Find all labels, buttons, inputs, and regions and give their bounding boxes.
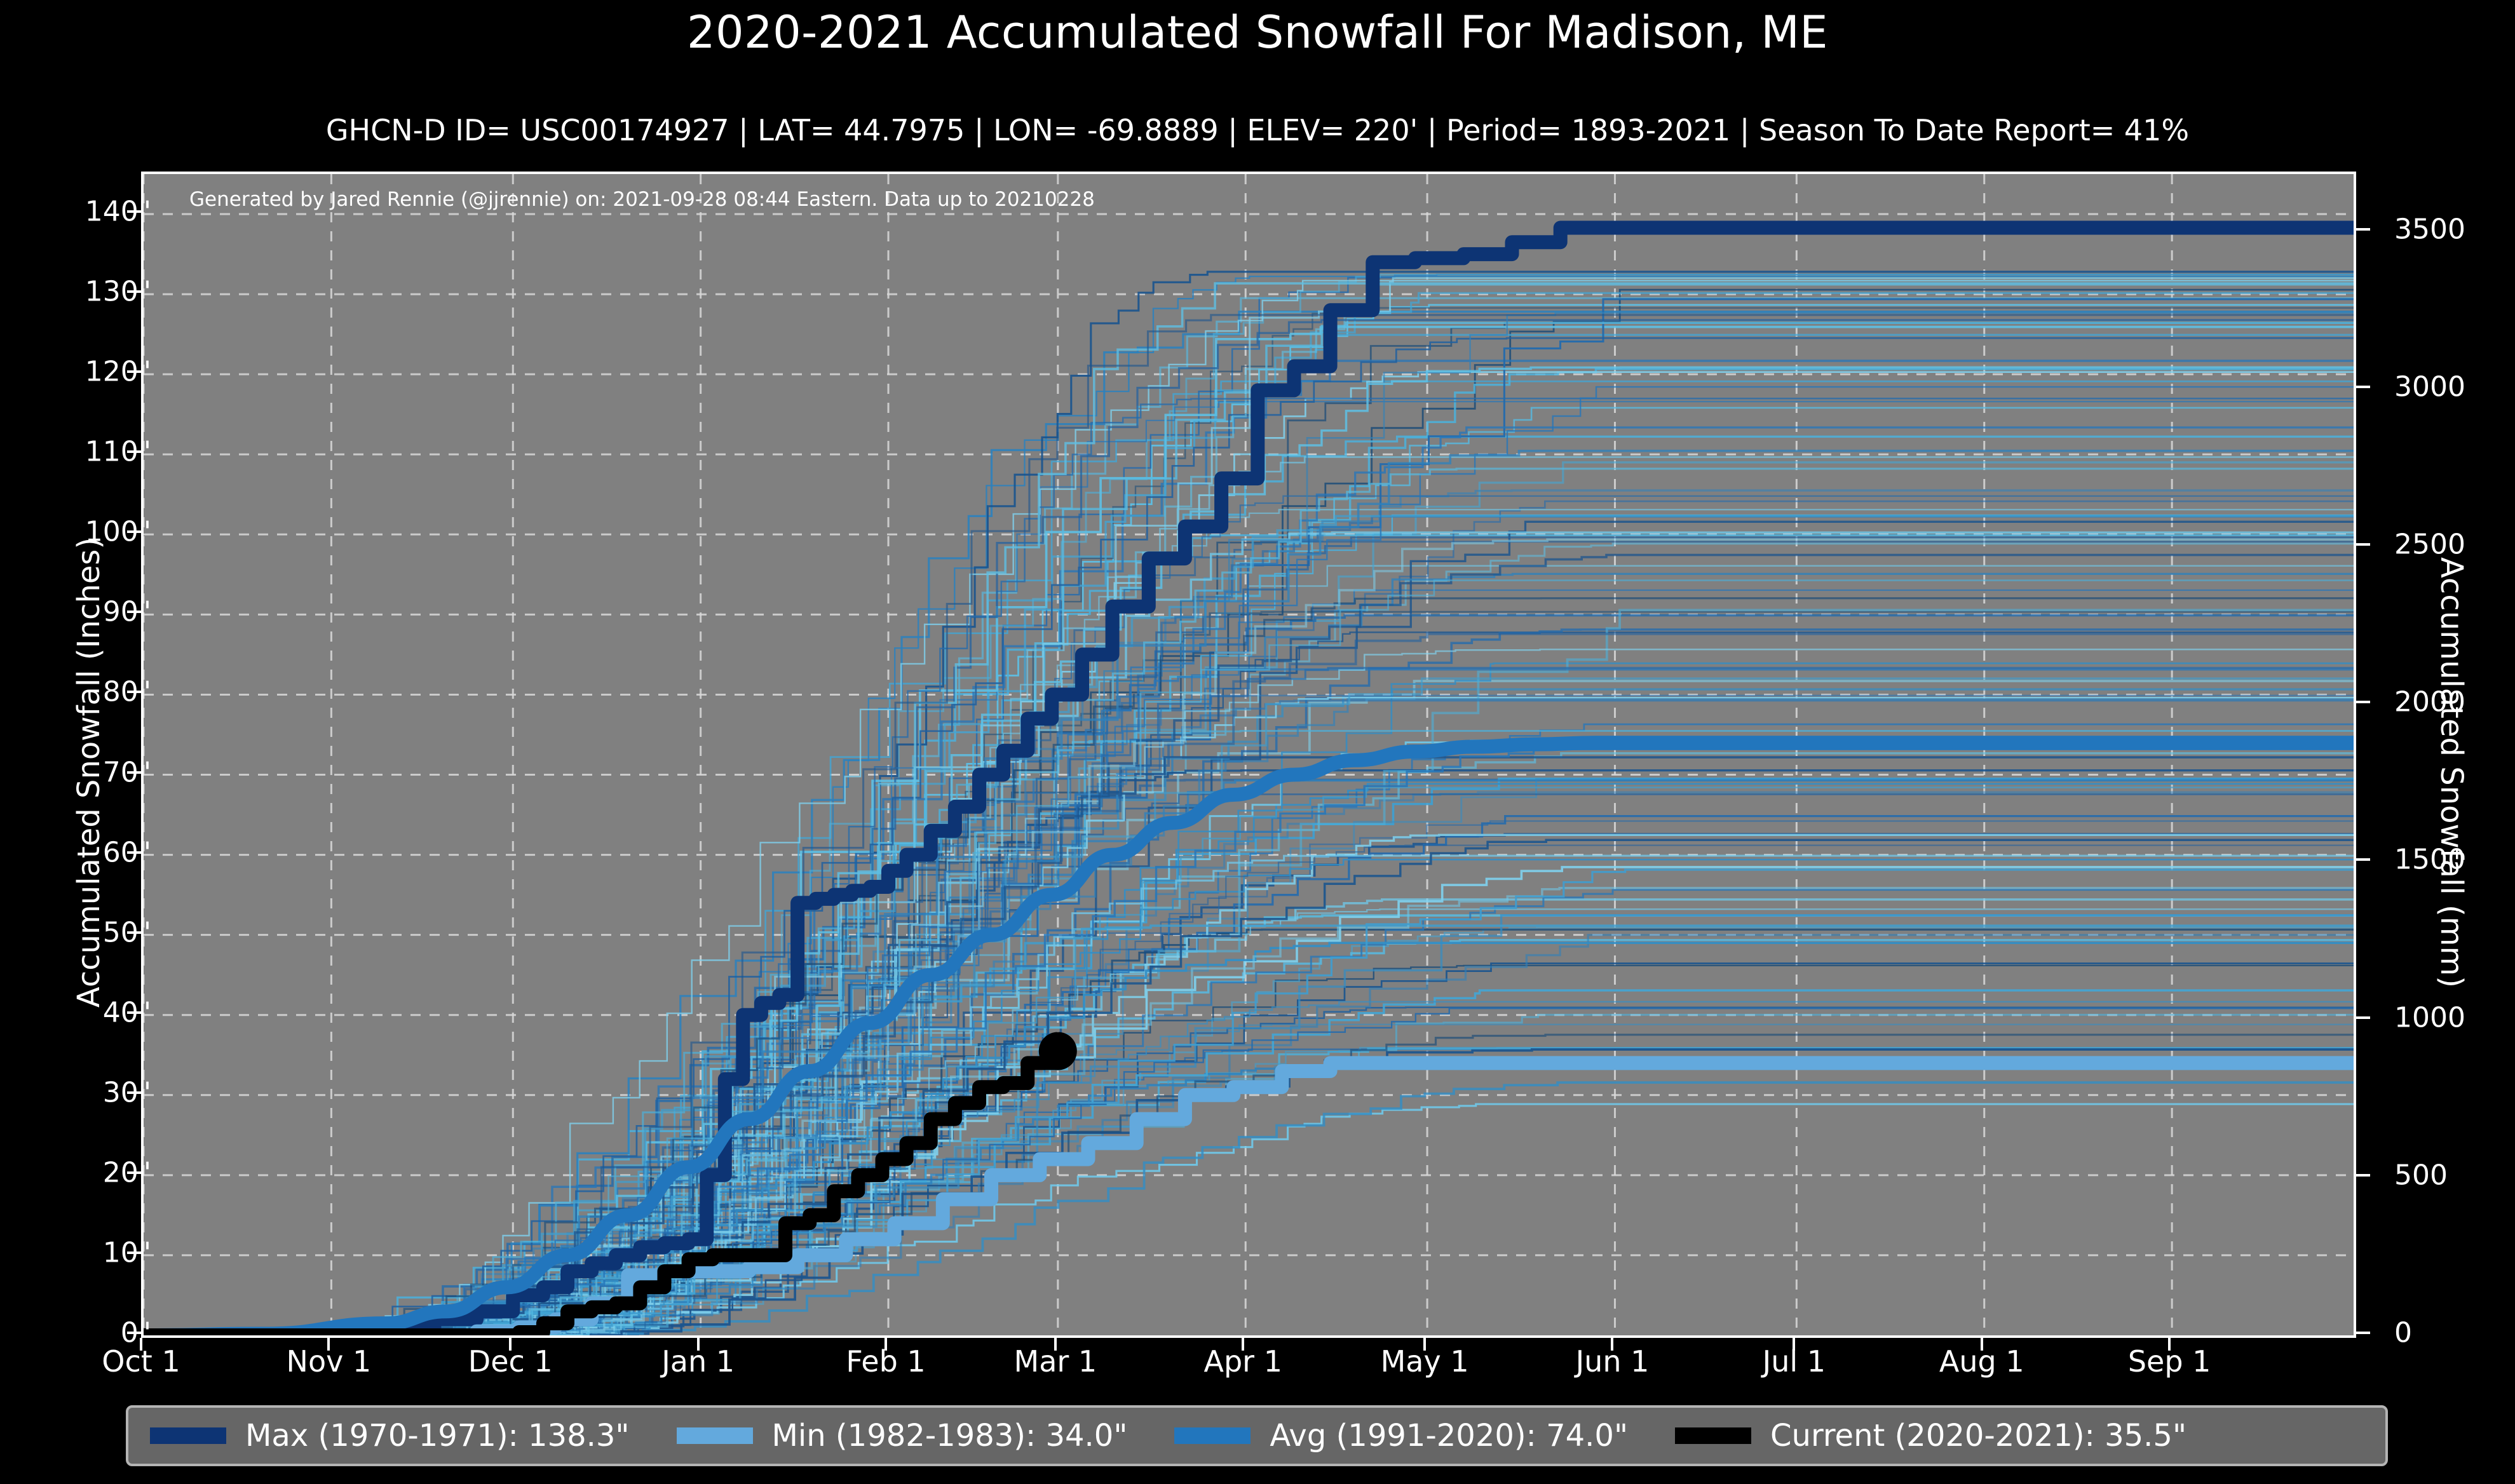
- y-tick-left-80: 80": [102, 675, 151, 708]
- y-tickmark-left: [127, 290, 141, 293]
- x-tickmark: [140, 1338, 142, 1351]
- y-tick-right-3000: 3000: [2394, 370, 2465, 403]
- legend-item-max[interactable]: Max (1970-1971): 138.3": [150, 1418, 630, 1454]
- y-tick-left-70: 70": [102, 756, 151, 789]
- y-tick-right-2500: 2500: [2394, 528, 2465, 561]
- y-tickmark-right: [2356, 1016, 2370, 1019]
- y-tickmark-right: [2356, 1332, 2370, 1334]
- y-tickmark-left: [127, 771, 141, 774]
- y-tickmark-left: [127, 530, 141, 534]
- y-tickmark-left: [127, 450, 141, 454]
- y-tickmark-left: [127, 931, 141, 934]
- legend-label-avg: Avg (1991-2020): 74.0": [1270, 1418, 1629, 1454]
- legend-label-current: Current (2020-2021): 35.5": [1770, 1418, 2187, 1454]
- y-tickmark-right: [2356, 385, 2370, 388]
- x-tickmark: [2168, 1338, 2171, 1351]
- y-tick-right-1000: 1000: [2394, 1001, 2465, 1034]
- chart-legend: Max (1970-1971): 138.3" Min (1982-1983): …: [126, 1405, 2388, 1466]
- legend-label-max: Max (1970-1971): 138.3": [245, 1418, 630, 1454]
- chart-canvas: [144, 174, 2354, 1335]
- x-tickmark: [327, 1338, 330, 1351]
- series-current: [144, 1032, 1077, 1335]
- series-max: [144, 220, 2354, 1335]
- y-tickmark-left: [127, 1011, 141, 1014]
- legend-item-avg[interactable]: Avg (1991-2020): 74.0": [1174, 1418, 1628, 1454]
- y-tick-left-90: 90": [102, 595, 151, 628]
- y-tickmark-left: [127, 1171, 141, 1174]
- y-tickmark-left: [127, 210, 141, 213]
- y-tick-right-500: 500: [2394, 1159, 2448, 1192]
- y-tickmark-right: [2356, 543, 2370, 546]
- y-tickmark-right: [2356, 227, 2370, 231]
- y-tick-right-3500: 3500: [2394, 213, 2465, 246]
- x-tickmark: [509, 1338, 512, 1351]
- x-tickmark: [1054, 1338, 1057, 1351]
- legend-item-min[interactable]: Min (1982-1983): 34.0": [676, 1418, 1128, 1454]
- y-tick-left-60: 60": [102, 836, 151, 869]
- y-tickmark-left: [127, 1332, 141, 1334]
- current-endpoint-marker: [1038, 1032, 1077, 1070]
- legend-swatch-current: [1675, 1427, 1752, 1444]
- page-title: 2020-2021 Accumulated Snowfall For Madis…: [686, 6, 1829, 58]
- x-tickmark: [1611, 1338, 1614, 1351]
- y-tickmark-left: [127, 851, 141, 854]
- y-tick-left-30: 30": [102, 1076, 151, 1109]
- plot-area: Generated by Jared Rennie (@jjrennie) on…: [141, 172, 2356, 1338]
- x-tickmark: [1793, 1338, 1796, 1351]
- y-tick-left-40: 40": [102, 996, 151, 1029]
- y-tickmark-left: [127, 1251, 141, 1254]
- y-tick-left-10: 10": [102, 1236, 151, 1269]
- legend-swatch-max: [150, 1427, 226, 1444]
- x-tickmark: [696, 1338, 700, 1351]
- x-tickmark: [1242, 1338, 1245, 1351]
- legend-label-min: Min (1982-1983): 34.0": [771, 1418, 1128, 1454]
- y-tickmark-left: [127, 610, 141, 614]
- series-avg: [144, 736, 2354, 1335]
- y-tick-right-0: 0: [2394, 1316, 2412, 1349]
- legend-item-current[interactable]: Current (2020-2021): 35.5": [1675, 1418, 2186, 1454]
- x-tickmark: [1980, 1338, 1983, 1351]
- y-tickmark-right: [2356, 858, 2370, 861]
- y-tickmark-right: [2356, 701, 2370, 704]
- y-tick-right-1500: 1500: [2394, 843, 2465, 876]
- y-tickmark-left: [127, 691, 141, 694]
- y-tickmark-left: [127, 370, 141, 374]
- chart-subtitle: GHCN-D ID= USC00174927 | LAT= 44.7975 | …: [325, 113, 2190, 147]
- x-tickmark: [1423, 1338, 1427, 1351]
- legend-swatch-min: [676, 1427, 753, 1444]
- y-tick-left-20: 20": [102, 1156, 151, 1189]
- y-tickmark-right: [2356, 1173, 2370, 1177]
- credit-text: Generated by Jared Rennie (@jjrennie) on…: [189, 188, 1095, 211]
- x-tickmark: [885, 1338, 888, 1351]
- y-tick-left-50: 50": [102, 916, 151, 949]
- legend-swatch-avg: [1174, 1427, 1251, 1444]
- y-tickmark-left: [127, 1091, 141, 1094]
- y-tick-right-2000: 2000: [2394, 685, 2465, 718]
